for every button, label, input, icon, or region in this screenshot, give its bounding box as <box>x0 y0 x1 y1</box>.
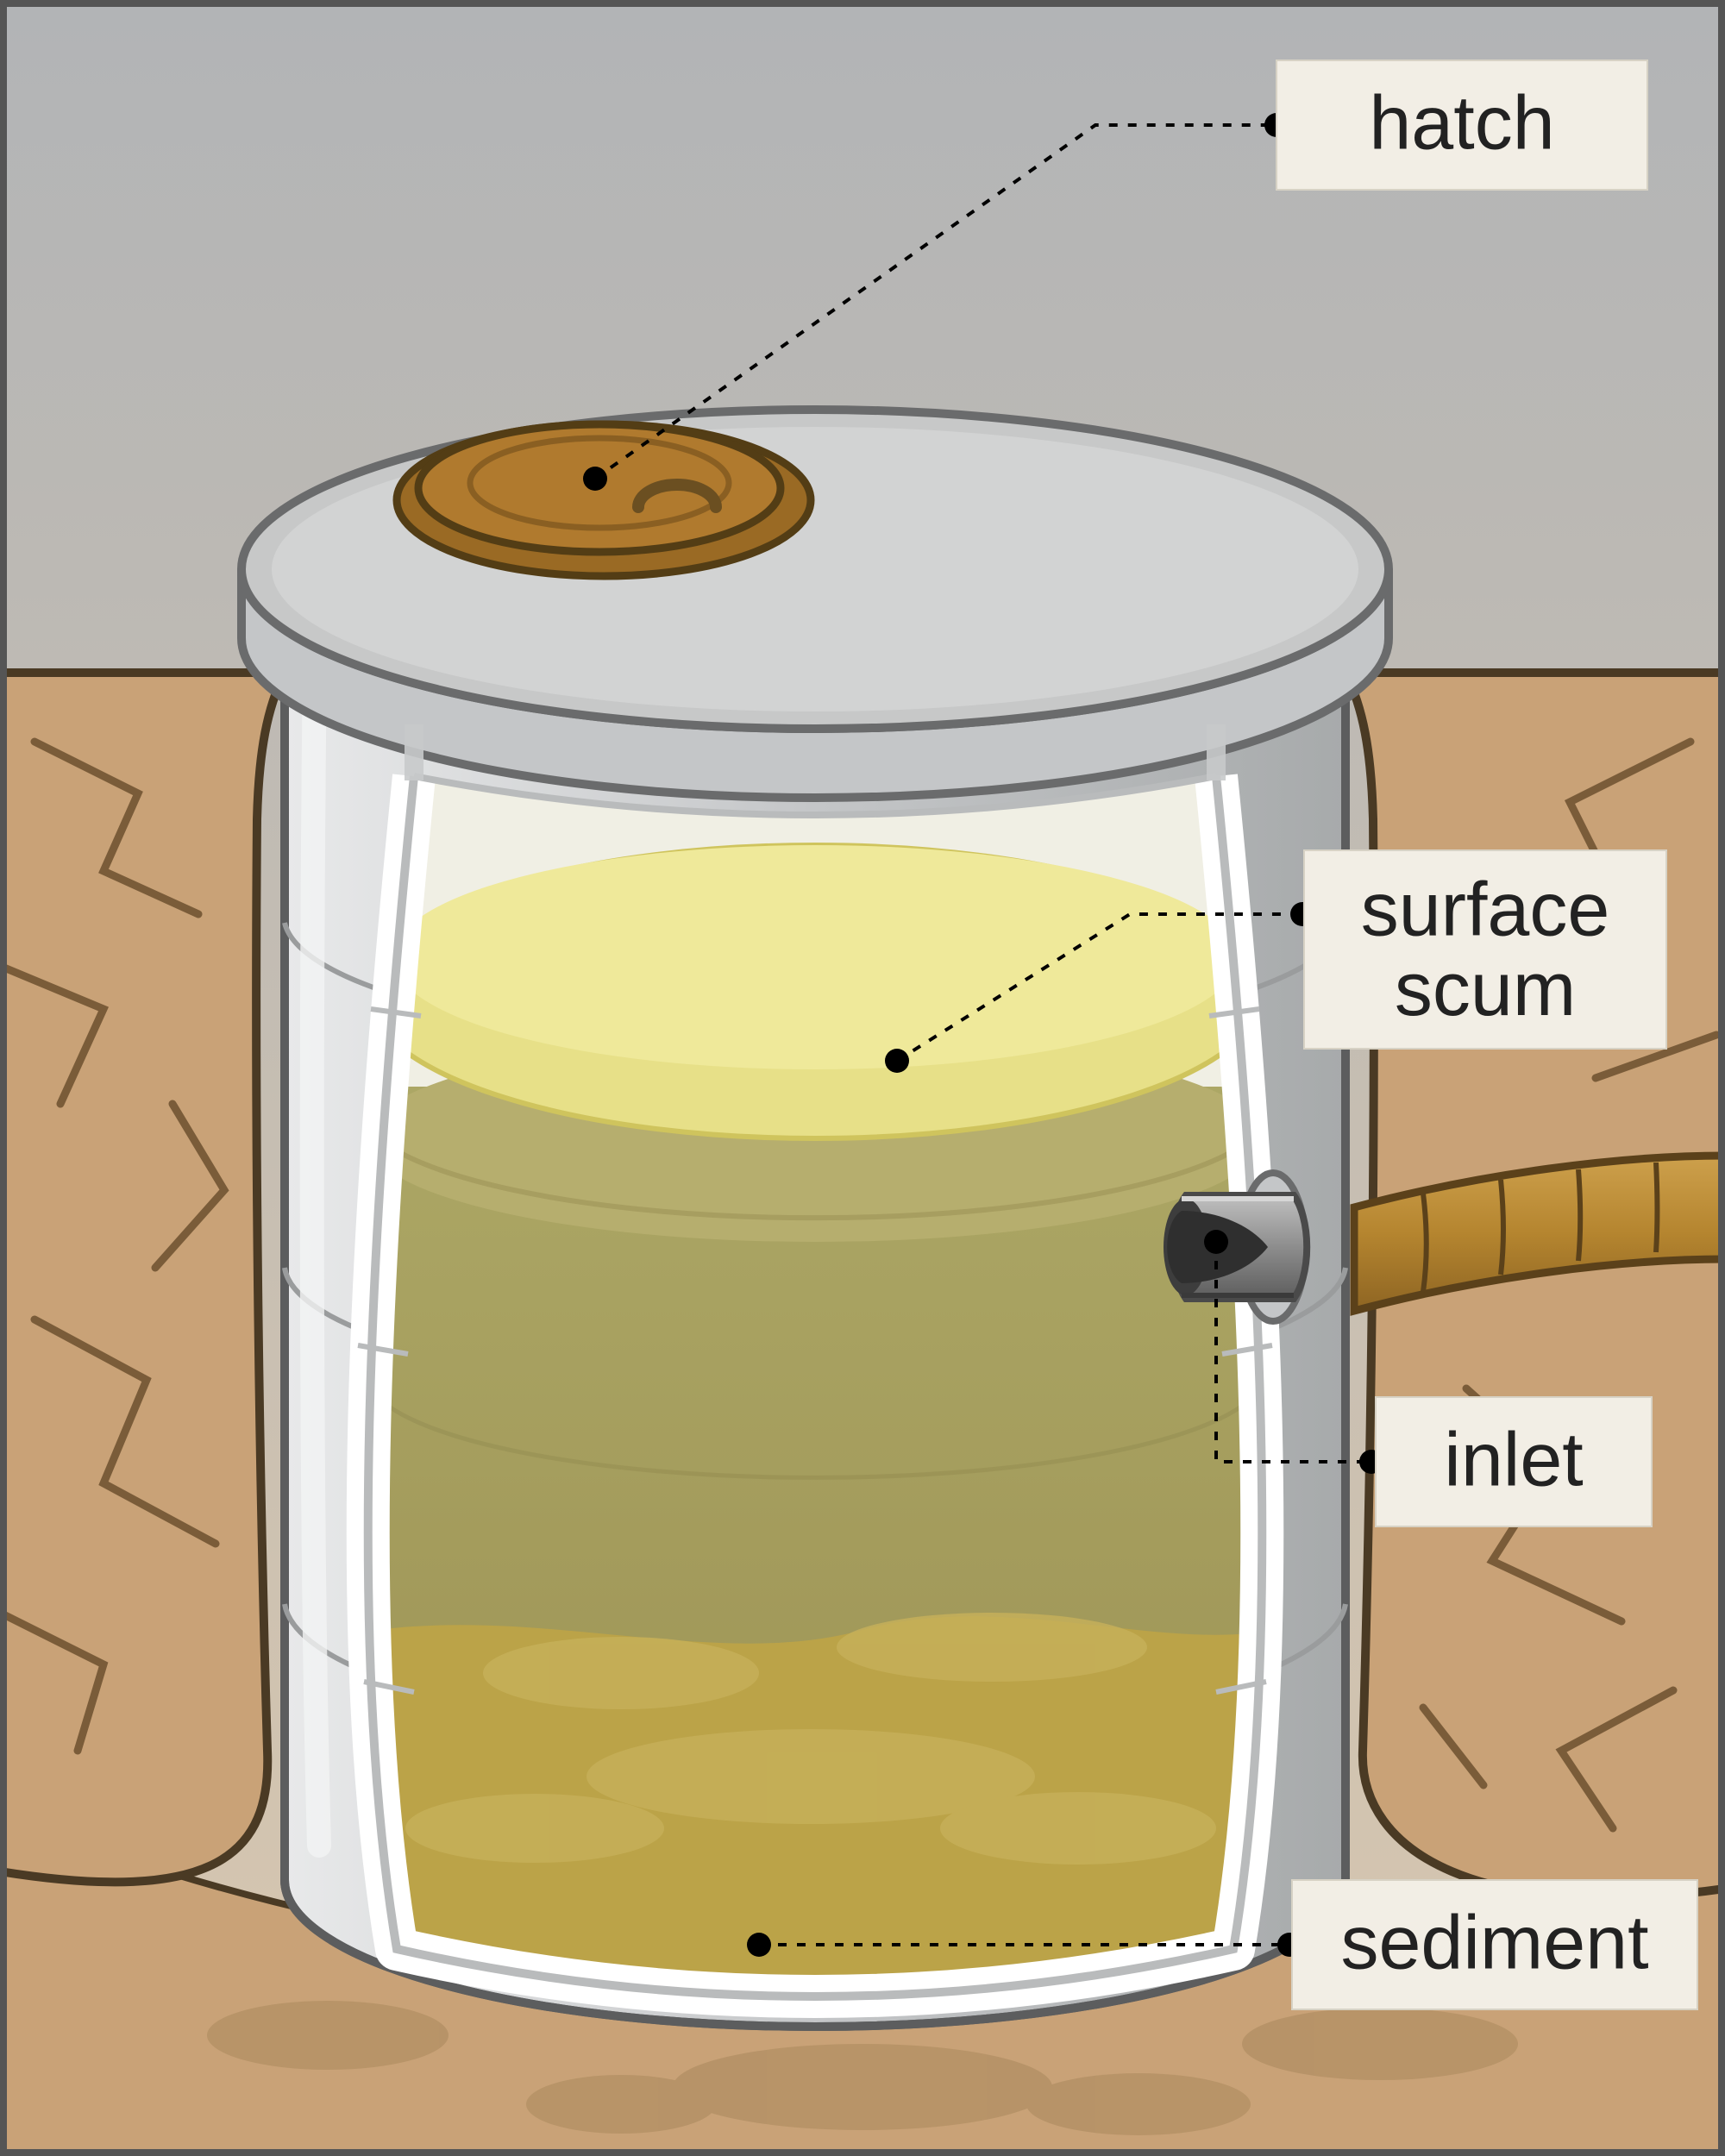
hatch <box>397 424 811 576</box>
label-text-scum: surfacescum <box>1361 867 1610 1031</box>
pipe-cut-section <box>1164 1195 1307 1299</box>
soil-left-wall <box>0 673 285 1882</box>
label-text-inlet: inlet <box>1444 1416 1583 1501</box>
label-text-hatch: hatch <box>1369 79 1554 165</box>
label-text-sediment: sediment <box>1340 1899 1648 1984</box>
diagram-root: hatch surfacescum inlet sediment <box>0 0 1725 2156</box>
